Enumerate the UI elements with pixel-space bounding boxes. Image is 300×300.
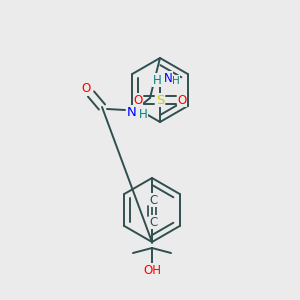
Text: OH: OH: [143, 263, 161, 277]
Text: H: H: [172, 76, 180, 86]
Text: N: N: [164, 71, 172, 85]
Text: H: H: [153, 74, 161, 86]
Text: N: N: [127, 106, 137, 118]
Text: C: C: [150, 215, 158, 229]
Text: O: O: [81, 82, 91, 95]
Text: O: O: [177, 94, 187, 106]
Text: O: O: [134, 94, 142, 106]
Text: C: C: [150, 194, 158, 206]
Text: H: H: [139, 107, 147, 121]
Text: S: S: [156, 94, 164, 106]
